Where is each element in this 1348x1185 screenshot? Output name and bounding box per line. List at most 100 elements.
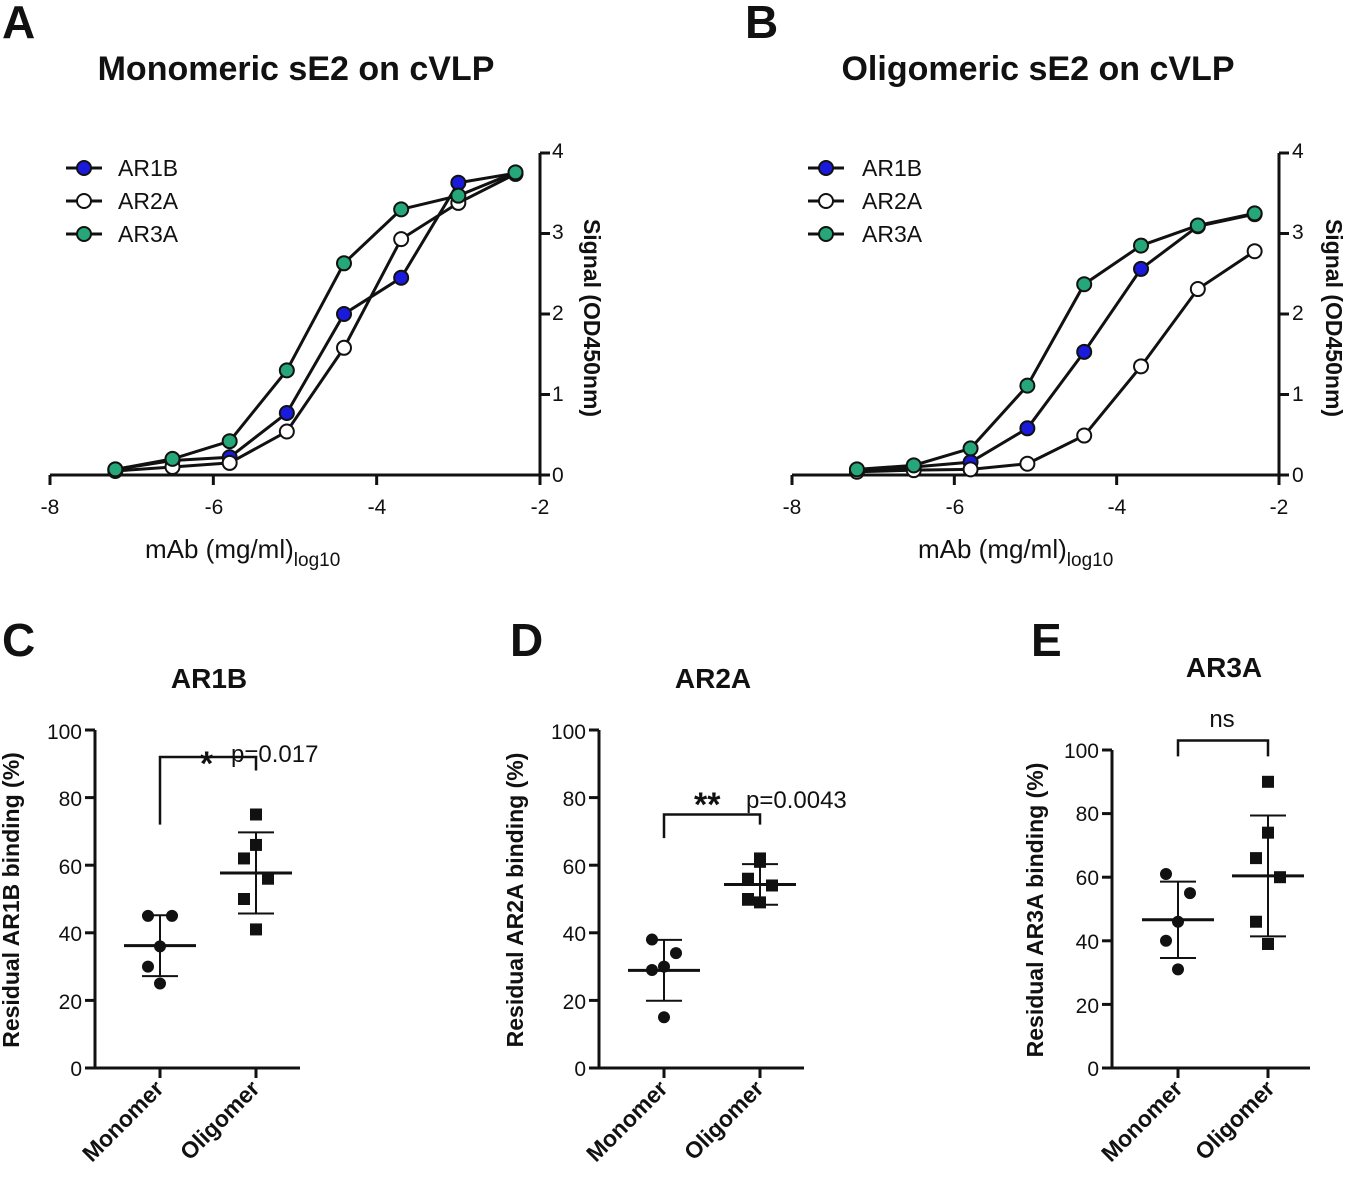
- y-tick-label: 1: [1292, 383, 1304, 406]
- data-point-monomer: [166, 909, 178, 922]
- legend-label-ar1b: AR1B: [118, 155, 178, 181]
- y-tick-label: 60: [1076, 867, 1099, 890]
- data-point-ar2a: [1019, 455, 1036, 472]
- data-point-oligomer: [238, 893, 250, 905]
- series-line-ar3a: [856, 211, 1255, 471]
- panel-b-plot: [790, 151, 1289, 485]
- y-tick-label: 100: [1064, 740, 1099, 763]
- y-tick-label: 0: [1087, 1058, 1099, 1081]
- x-tick-label: -4: [368, 496, 387, 519]
- p-value-label: p=0.017: [231, 741, 318, 768]
- data-point-ar3a: [848, 461, 865, 478]
- panel-d-ylabel: Residual AR2A binding (%): [502, 753, 528, 1048]
- panel-a-yticklabels: 0 1 2 3 4: [552, 140, 564, 487]
- data-point-ar3a: [450, 187, 467, 204]
- x-tick-label: -4: [1108, 496, 1127, 519]
- y-tick-label: 100: [551, 721, 586, 744]
- data-point-oligomer: [1274, 871, 1286, 884]
- y-tick-label: 60: [563, 856, 586, 879]
- legend-marker-ar1b: [76, 160, 92, 176]
- data-point-ar3a: [221, 433, 238, 450]
- data-point-ar2a: [1246, 243, 1263, 260]
- y-tick-label: 3: [552, 221, 564, 244]
- x-tick-label: -6: [946, 496, 965, 519]
- data-point-ar3a: [393, 201, 410, 218]
- y-tick-label: 20: [59, 991, 82, 1014]
- data-point-oligomer: [1262, 826, 1274, 839]
- p-value-label: ns: [1209, 706, 1234, 733]
- data-point-oligomer: [250, 923, 262, 936]
- x-tick-label: -6: [205, 496, 224, 519]
- y-tick-label: 80: [1076, 803, 1099, 826]
- panel-b-xlabel: mAb (mg/ml)log10: [918, 534, 1113, 571]
- panel-c: C AR1B Residual AR1B binding (%) 0 20 40…: [0, 614, 318, 1167]
- data-point-ar3a: [1076, 276, 1093, 293]
- data-point-ar2a: [221, 454, 238, 471]
- panel-letter-e: E: [1031, 614, 1062, 666]
- data-point-ar3a: [1246, 205, 1263, 222]
- panel-c-yticklabels: 0 20 40 60 80 100: [47, 721, 82, 1081]
- panel-b: B Oligomeric sE2 on cVLP 0 1 2 3 4 -8 -6…: [745, 0, 1347, 571]
- data-point-monomer: [1172, 915, 1184, 928]
- x-tick-label: -8: [783, 496, 802, 519]
- y-tick-label: 2: [1292, 302, 1304, 325]
- x-tick-label: -8: [41, 496, 60, 519]
- y-tick-label: 1: [552, 383, 564, 406]
- data-point-ar3a: [107, 461, 124, 478]
- panel-d: D AR2A Residual AR2A binding (%) 0 20 40…: [502, 614, 847, 1167]
- data-point-oligomer: [1262, 937, 1274, 950]
- data-point-ar3a: [164, 450, 181, 467]
- data-point-ar2a: [278, 423, 295, 440]
- panel-b-xticklabels: -8 -6 -4 -2: [783, 496, 1289, 519]
- y-tick-label: 0: [552, 464, 564, 487]
- y-tick-label: 4: [552, 140, 564, 163]
- y-tick-label: 4: [1292, 140, 1304, 163]
- panel-letter-a: A: [2, 0, 35, 48]
- data-point-ar1b: [1133, 260, 1150, 277]
- y-tick-label: 40: [563, 923, 586, 946]
- data-point-oligomer: [262, 872, 274, 885]
- legend-marker-ar3a: [76, 226, 92, 242]
- data-point-oligomer: [766, 879, 778, 892]
- data-point-monomer: [1172, 963, 1184, 976]
- significance-bracket: [158, 755, 258, 825]
- p-value-label: p=0.0043: [746, 787, 847, 814]
- panel-b-legend: AR1B AR2A AR3A: [808, 155, 923, 247]
- data-point-ar1b: [336, 306, 352, 322]
- legend-label-ar2a: AR2A: [862, 188, 923, 214]
- panel-a-xlabel: mAb (mg/ml)log10: [145, 534, 340, 571]
- data-point-ar1b: [393, 269, 410, 286]
- significance-bracket: [662, 813, 762, 839]
- data-point-ar3a: [1133, 237, 1150, 254]
- data-point-ar2a: [1133, 358, 1150, 375]
- legend-label-ar2a: AR2A: [118, 188, 179, 214]
- data-point-ar3a: [1189, 217, 1206, 234]
- data-point-monomer: [154, 977, 166, 990]
- panel-d-plot: [589, 728, 804, 1078]
- data-point-ar1b: [1076, 343, 1093, 360]
- data-point-oligomer: [1250, 852, 1262, 865]
- data-point-ar3a: [278, 362, 295, 379]
- data-point-monomer: [670, 947, 682, 960]
- y-tick-label: 20: [563, 991, 586, 1014]
- data-point-ar1b: [278, 405, 295, 422]
- panel-d-title: AR2A: [675, 663, 751, 694]
- data-point-monomer: [646, 963, 658, 976]
- y-tick-label: 100: [47, 721, 82, 744]
- legend-marker-ar2a: [818, 193, 834, 209]
- data-point-monomer: [658, 1011, 670, 1024]
- x-tick-label: -2: [1270, 496, 1289, 519]
- data-point-ar1b: [1019, 420, 1036, 437]
- series-line-ar2a: [115, 172, 517, 473]
- series-line-ar1b: [856, 212, 1255, 473]
- legend-label-ar3a: AR3A: [118, 221, 179, 247]
- category-label-oligomer: Oligomer: [175, 1075, 265, 1165]
- data-point-oligomer: [742, 893, 754, 905]
- data-point-ar2a: [962, 461, 979, 478]
- legend-label-ar1b: AR1B: [862, 155, 922, 181]
- legend-marker-ar2a: [76, 193, 92, 209]
- data-point-ar3a: [336, 255, 352, 272]
- category-label-monomer: Monomer: [581, 1075, 673, 1167]
- panel-e-yticklabels: 0 20 40 60 80 100: [1064, 740, 1099, 1081]
